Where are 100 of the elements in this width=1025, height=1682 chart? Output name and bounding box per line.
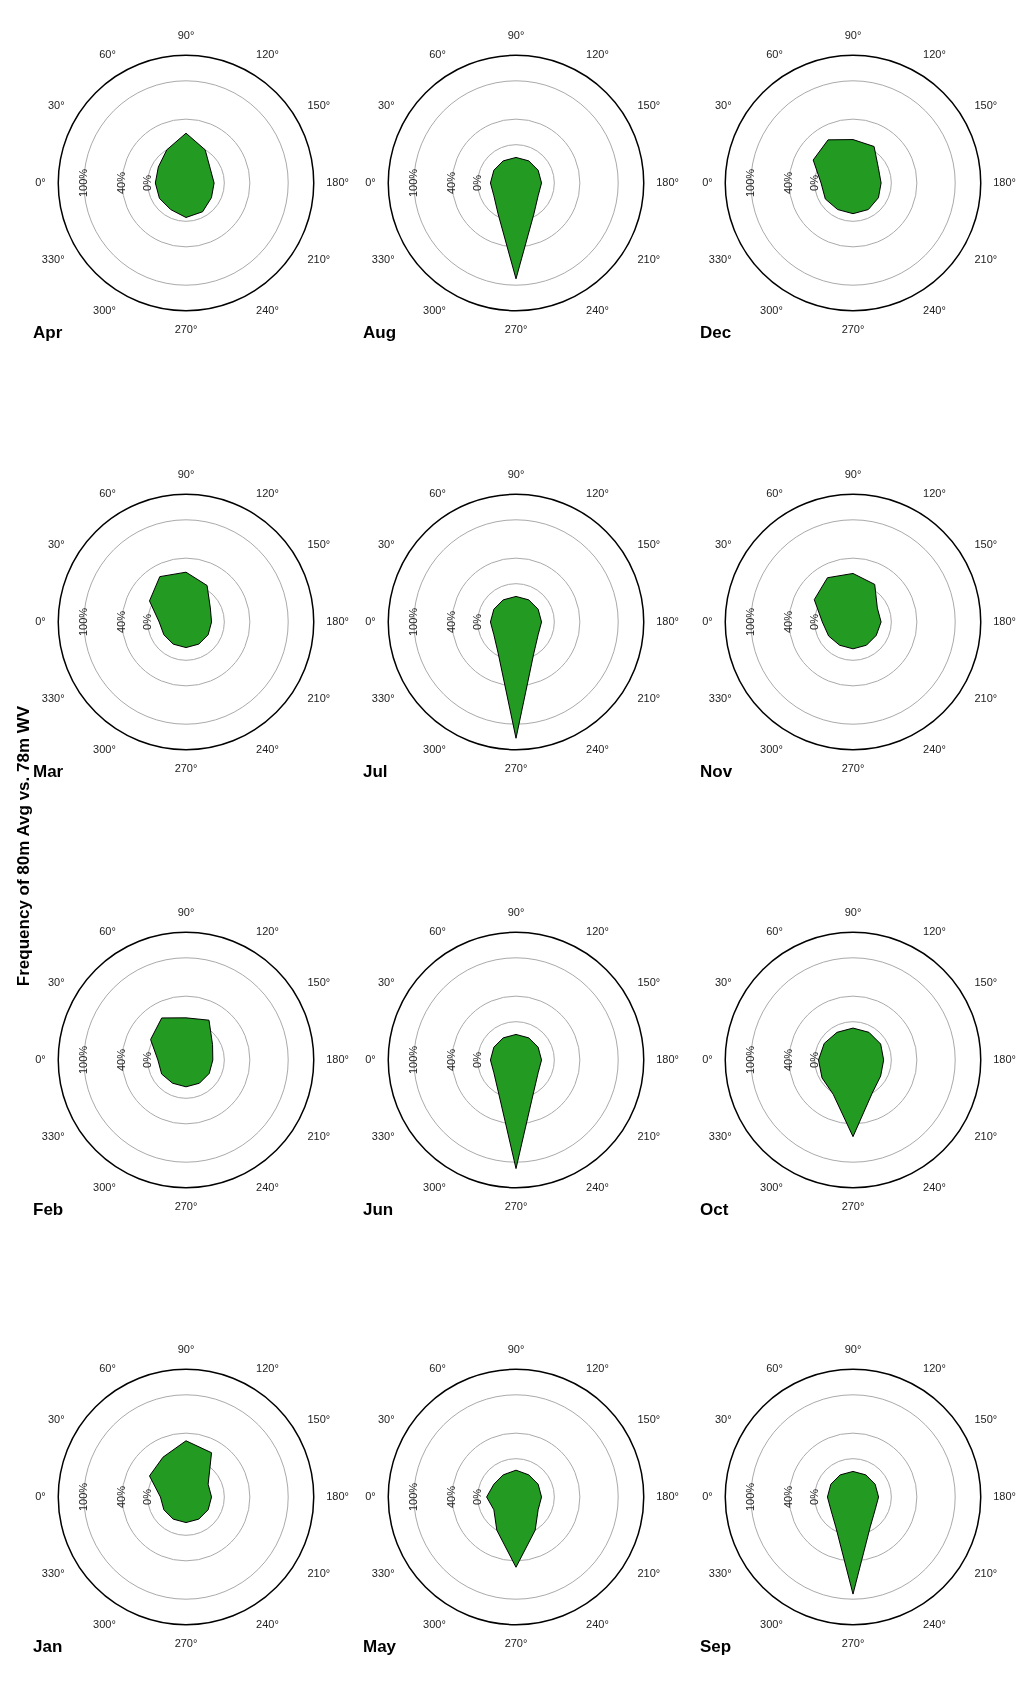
spoke-label: 330° — [708, 691, 732, 704]
spoke-label: 30° — [377, 1413, 395, 1426]
text: Apr — [33, 323, 63, 343]
spoke-label: 150° — [974, 1413, 998, 1426]
spoke-label: 150° — [307, 1413, 331, 1426]
spoke-label: 90° — [844, 906, 862, 919]
spoke-label: 90° — [177, 468, 195, 481]
y-tick-label: 100% — [406, 168, 419, 198]
spoke-label: 30° — [714, 976, 732, 989]
y-tick-label: 0% — [807, 174, 820, 191]
y-tick-label: 0% — [807, 613, 820, 630]
spoke-label: 300° — [93, 743, 116, 756]
spoke-label: 60° — [99, 1361, 116, 1374]
y-tick-label: 100% — [406, 1045, 419, 1075]
spoke-label: 210° — [974, 1566, 998, 1579]
spoke-label: 180° — [993, 1490, 1017, 1503]
y-tick-label: 40% — [782, 171, 795, 195]
spoke-label: 0° — [365, 1490, 376, 1503]
spoke-label: 180° — [326, 1490, 350, 1503]
spoke-label: 0° — [35, 615, 46, 628]
spoke-label: 120° — [256, 924, 279, 937]
spoke-label: 270° — [841, 322, 865, 335]
spoke-label: 90° — [177, 1343, 195, 1356]
spoke-label: 0° — [365, 1053, 376, 1066]
y-tick-label: 40% — [115, 610, 128, 634]
spoke-label: 300° — [760, 304, 783, 317]
y-tick-label: 40% — [115, 171, 128, 195]
spoke-label: 240° — [923, 1618, 946, 1631]
y-tick-label: 0% — [470, 1051, 483, 1068]
spoke-label: 60° — [766, 486, 783, 499]
spoke-label: 60° — [99, 486, 116, 499]
y-tick-label: 100% — [76, 607, 89, 637]
spoke-label: 120° — [923, 486, 946, 499]
spoke-label: 210° — [637, 691, 661, 704]
y-tick-label: 100% — [76, 1045, 89, 1075]
spoke-label: 180° — [993, 176, 1017, 189]
spoke-label: 0° — [702, 1490, 713, 1503]
spoke-label: 270° — [174, 322, 198, 335]
spoke-label: 0° — [365, 176, 376, 189]
spoke-label: 270° — [504, 1199, 528, 1212]
spoke-label: 330° — [371, 252, 395, 265]
spoke-label: 150° — [637, 1413, 661, 1426]
spoke-label: 150° — [307, 976, 331, 989]
text: Jan — [33, 1637, 63, 1657]
spoke-label: 270° — [504, 761, 528, 774]
spoke-label: 270° — [841, 761, 865, 774]
spoke-label: 330° — [371, 1129, 395, 1142]
spoke-label: 90° — [177, 29, 195, 42]
spoke-label: 300° — [423, 1618, 446, 1631]
spoke-label: 240° — [586, 1618, 609, 1631]
spoke-label: 240° — [586, 304, 609, 317]
spoke-label: 210° — [974, 252, 998, 265]
spoke-label: 30° — [377, 538, 395, 551]
spoke-label: 150° — [974, 99, 998, 112]
spoke-label: 210° — [974, 691, 998, 704]
spoke-label: 60° — [766, 1361, 783, 1374]
spoke-label: 240° — [586, 743, 609, 756]
spoke-label: 240° — [256, 1181, 279, 1194]
spoke-label: 60° — [99, 924, 116, 937]
spoke-label: 300° — [760, 1618, 783, 1631]
spoke-label: 90° — [177, 906, 195, 919]
spoke-label: 0° — [35, 1490, 46, 1503]
spoke-label: 120° — [586, 486, 609, 499]
spoke-label: 180° — [656, 176, 680, 189]
spoke-label: 270° — [174, 761, 198, 774]
spoke-label: 270° — [504, 322, 528, 335]
spoke-label: 30° — [714, 1413, 732, 1426]
spoke-label: 180° — [993, 1053, 1017, 1066]
spoke-label: 60° — [766, 47, 783, 60]
text: Jun — [363, 1200, 394, 1220]
y-tick-label: 40% — [782, 1048, 795, 1072]
y-tick-label: 40% — [782, 1485, 795, 1509]
spoke-label: 30° — [47, 99, 65, 112]
spoke-label: 60° — [429, 47, 446, 60]
text: Mar — [33, 762, 64, 782]
spoke-label: 120° — [923, 924, 946, 937]
spoke-label: 60° — [766, 924, 783, 937]
spoke-label: 300° — [423, 743, 446, 756]
y-tick-label: 40% — [445, 1048, 458, 1072]
spoke-label: 270° — [174, 1199, 198, 1212]
spoke-label: 30° — [47, 1413, 65, 1426]
spoke-label: 210° — [307, 691, 331, 704]
spoke-label: 60° — [429, 924, 446, 937]
y-tick-label: 40% — [782, 610, 795, 634]
spoke-label: 90° — [507, 468, 525, 481]
y-tick-label: 0% — [140, 613, 153, 630]
spoke-label: 120° — [586, 924, 609, 937]
spoke-label: 0° — [35, 1053, 46, 1066]
spoke-label: 0° — [702, 615, 713, 628]
spoke-label: 60° — [429, 1361, 446, 1374]
spoke-label: 210° — [974, 1129, 998, 1142]
spoke-label: 120° — [256, 1361, 279, 1374]
spoke-label: 330° — [708, 1129, 732, 1142]
y-tick-label: 100% — [406, 607, 419, 637]
spoke-label: 180° — [656, 1490, 680, 1503]
spoke-label: 120° — [586, 1361, 609, 1374]
spoke-label: 300° — [423, 304, 446, 317]
spoke-label: 330° — [41, 1129, 65, 1142]
spoke-label: 300° — [93, 1618, 116, 1631]
y-tick-label: 0% — [140, 174, 153, 191]
